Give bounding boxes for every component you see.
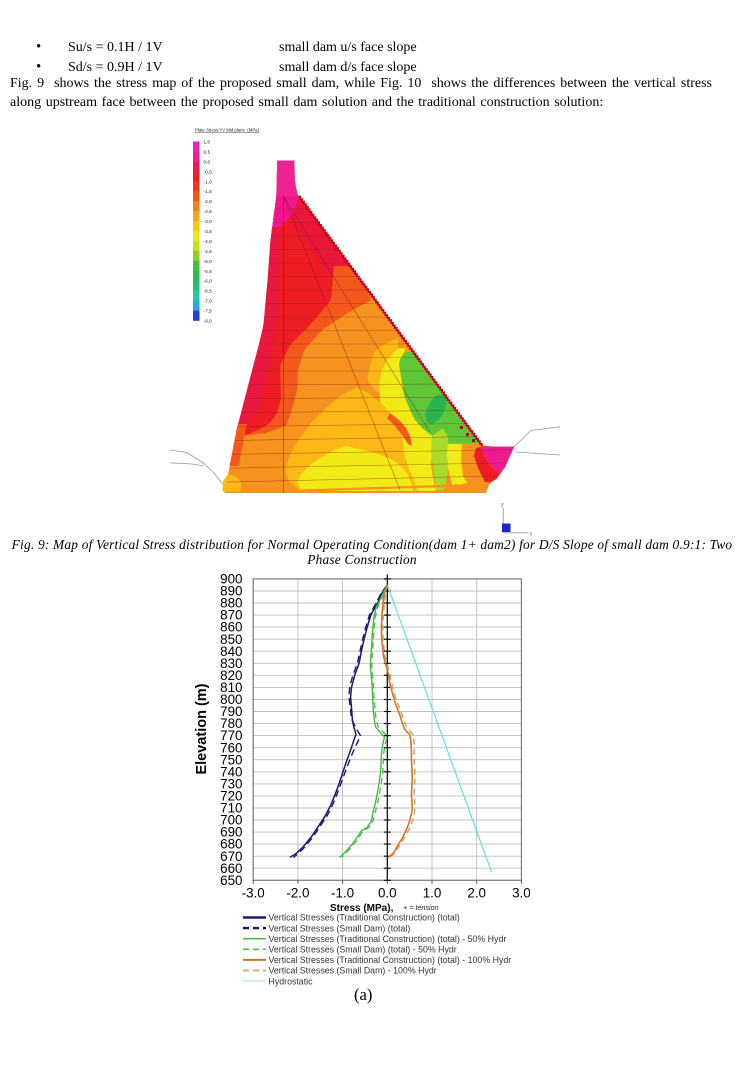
svg-text:3.0: 3.0 xyxy=(512,886,531,901)
svg-text:-2.0: -2.0 xyxy=(286,886,309,901)
svg-text:840: 840 xyxy=(220,644,242,659)
svg-text:Vertical Stresses (Traditional: Vertical Stresses (Traditional Construct… xyxy=(269,955,512,965)
svg-text:x: x xyxy=(530,532,533,538)
svg-text:-4,5: -4,5 xyxy=(204,249,213,255)
svg-text:-5,5: -5,5 xyxy=(204,269,213,275)
svg-text:Vertical Stresses (Traditional: Vertical Stresses (Traditional Construct… xyxy=(269,934,507,944)
svg-text:0,0: 0,0 xyxy=(204,159,211,165)
svg-text:850: 850 xyxy=(220,632,242,647)
svg-text:1.0: 1.0 xyxy=(423,886,442,901)
svg-text:-8,0: -8,0 xyxy=(204,319,213,325)
svg-text:660: 660 xyxy=(220,861,242,876)
svg-text:1,0: 1,0 xyxy=(204,140,211,146)
svg-text:770: 770 xyxy=(220,728,242,743)
svg-text:690: 690 xyxy=(220,825,242,840)
svg-text:740: 740 xyxy=(220,764,242,779)
svg-text:-6,0: -6,0 xyxy=(204,279,213,285)
svg-text:760: 760 xyxy=(220,740,242,755)
svg-text:870: 870 xyxy=(220,608,242,623)
svg-text:680: 680 xyxy=(220,837,242,852)
svg-text:800: 800 xyxy=(220,692,242,707)
svg-text:830: 830 xyxy=(220,656,242,671)
svg-text:900: 900 xyxy=(220,572,242,587)
svg-text:Hydrostatic: Hydrostatic xyxy=(269,976,314,986)
svg-text:-5,0: -5,0 xyxy=(204,259,213,265)
svg-text:2.0: 2.0 xyxy=(467,886,486,901)
svg-text:0.0: 0.0 xyxy=(378,886,397,901)
svg-text:-1,0: -1,0 xyxy=(204,179,213,185)
svg-text:-2,5: -2,5 xyxy=(204,209,213,215)
svg-text:0,5: 0,5 xyxy=(204,149,211,155)
svg-text:890: 890 xyxy=(220,584,242,599)
svg-text:-3.0: -3.0 xyxy=(242,886,265,901)
svg-text:860: 860 xyxy=(220,620,242,635)
svg-text:750: 750 xyxy=(220,752,242,767)
svg-text:-1,5: -1,5 xyxy=(204,189,213,195)
svg-text:820: 820 xyxy=(220,668,242,683)
svg-text:-1.0: -1.0 xyxy=(331,886,354,901)
svg-text:-6,5: -6,5 xyxy=(204,289,213,295)
svg-text:-3,0: -3,0 xyxy=(204,219,213,225)
svg-text:+ = tension: + = tension xyxy=(403,903,439,912)
svg-text:650: 650 xyxy=(220,873,242,888)
svg-text:-4,0: -4,0 xyxy=(204,239,213,245)
svg-text:Elevation (m): Elevation (m) xyxy=(194,683,210,774)
svg-text:Vertical Stresses (Traditional: Vertical Stresses (Traditional Construct… xyxy=(269,913,460,923)
svg-text:Stress (MPa),: Stress (MPa), xyxy=(330,903,394,914)
svg-text:Plate Stress:YV Mid plane (MP: Plate Stress:YV Mid plane (MPa) xyxy=(195,128,260,133)
svg-text:Vertical Stresses (Small Dam): Vertical Stresses (Small Dam) - 100% Hyd… xyxy=(269,966,437,976)
svg-text:780: 780 xyxy=(220,716,242,731)
svg-text:720: 720 xyxy=(220,789,242,804)
svg-text:y: y xyxy=(501,502,504,508)
svg-text:700: 700 xyxy=(220,813,242,828)
svg-text:810: 810 xyxy=(220,680,242,695)
svg-text:710: 710 xyxy=(220,801,242,816)
svg-text:Vertical Stresses (Small Dam): Vertical Stresses (Small Dam) (total) xyxy=(269,923,411,933)
svg-text:730: 730 xyxy=(220,777,242,792)
svg-text:Vertical Stresses (Small Dam): Vertical Stresses (Small Dam) (total) - … xyxy=(269,945,457,955)
svg-text:-7,5: -7,5 xyxy=(204,309,213,315)
svg-text:880: 880 xyxy=(220,596,242,611)
svg-text:790: 790 xyxy=(220,704,242,719)
svg-text:-0,5: -0,5 xyxy=(204,169,213,175)
svg-text:670: 670 xyxy=(220,849,242,864)
svg-text:-3,5: -3,5 xyxy=(204,229,213,235)
svg-text:-7,0: -7,0 xyxy=(204,299,213,305)
svg-text:-2,0: -2,0 xyxy=(204,199,213,205)
